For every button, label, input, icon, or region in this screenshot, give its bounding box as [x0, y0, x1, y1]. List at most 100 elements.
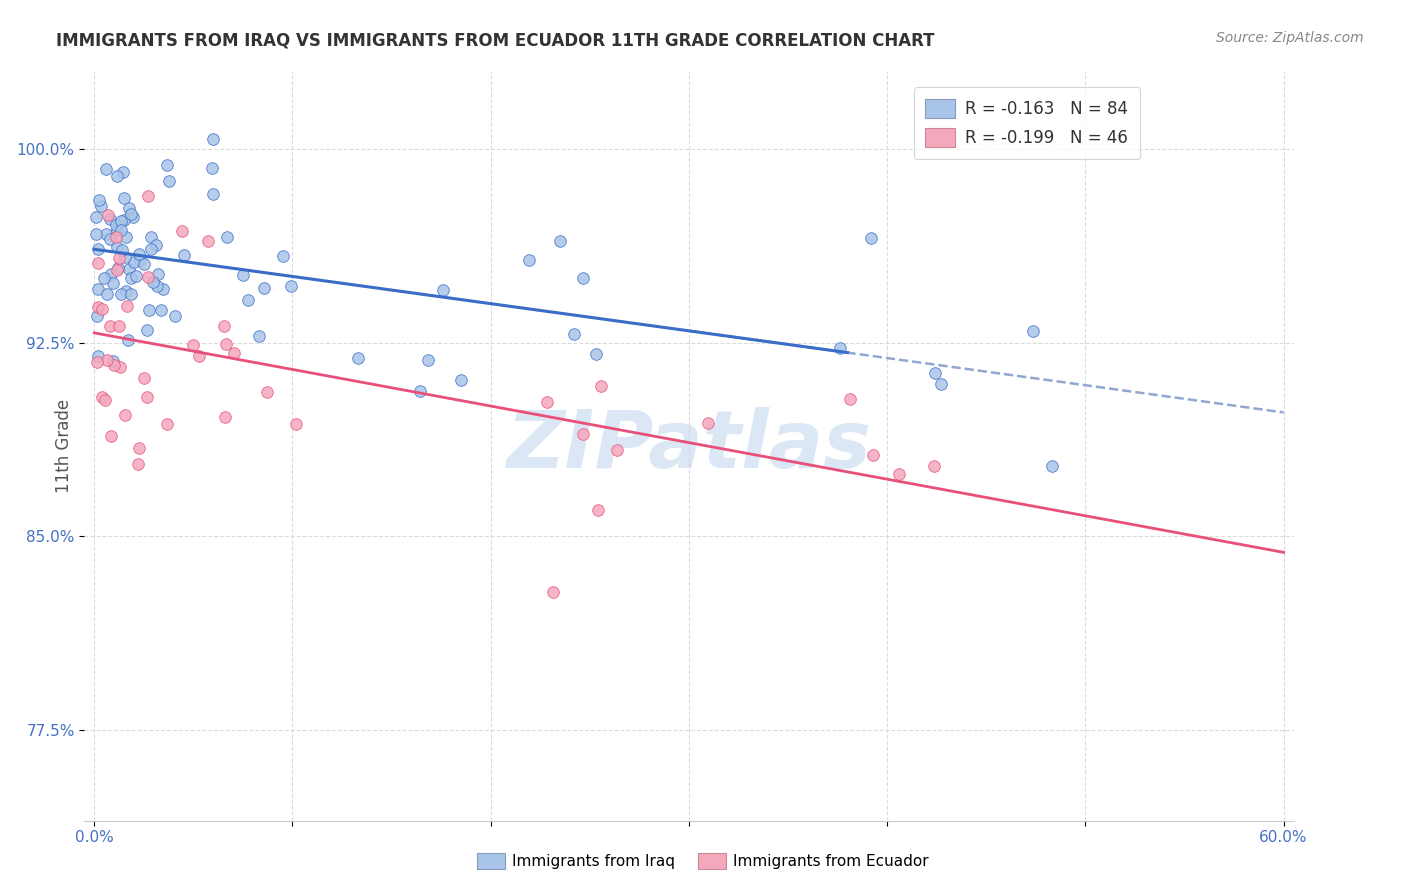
Point — [117, 334, 139, 348]
Legend: Immigrants from Iraq, Immigrants from Ecuador: Immigrants from Iraq, Immigrants from Ec… — [471, 847, 935, 875]
Point — [105, 240, 128, 254]
Point — [94, 227, 117, 241]
Point — [156, 158, 179, 172]
Point — [889, 467, 911, 481]
Point — [128, 253, 150, 268]
Point — [96, 287, 118, 301]
Point — [222, 346, 245, 360]
Point — [120, 286, 142, 301]
Point — [112, 191, 135, 205]
Point — [409, 384, 432, 398]
Point — [117, 201, 139, 215]
Point — [127, 457, 149, 471]
Point — [589, 379, 612, 393]
Point — [173, 248, 195, 262]
Point — [118, 262, 141, 277]
Point — [697, 416, 720, 430]
Point — [541, 585, 564, 599]
Point — [87, 242, 110, 256]
Point — [273, 249, 295, 263]
Point — [103, 358, 125, 372]
Point — [86, 310, 108, 324]
Point — [105, 169, 128, 183]
Point — [284, 417, 307, 431]
Point — [111, 244, 134, 258]
Point — [125, 268, 148, 283]
Point — [105, 222, 128, 236]
Point — [96, 162, 118, 177]
Point — [100, 267, 122, 281]
Point — [170, 224, 193, 238]
Point — [115, 284, 138, 298]
Point — [139, 230, 162, 244]
Point — [256, 385, 278, 400]
Point — [115, 299, 138, 313]
Point — [924, 366, 946, 380]
Legend: R = -0.163   N = 84, R = -0.199   N = 46: R = -0.163 N = 84, R = -0.199 N = 46 — [914, 87, 1140, 159]
Point — [136, 270, 159, 285]
Point — [929, 376, 952, 391]
Point — [183, 337, 205, 351]
Point — [93, 271, 115, 285]
Point — [548, 235, 571, 249]
Point — [188, 349, 211, 363]
Point — [163, 309, 186, 323]
Point — [84, 210, 107, 224]
Point — [862, 448, 884, 462]
Point — [120, 207, 142, 221]
Point — [110, 223, 132, 237]
Point — [87, 300, 110, 314]
Point — [280, 279, 302, 293]
Point — [101, 276, 124, 290]
Point — [98, 212, 121, 227]
Point — [108, 251, 131, 265]
Point — [201, 161, 224, 175]
Point — [586, 503, 609, 517]
Point — [142, 275, 165, 289]
Point — [146, 267, 169, 281]
Point — [110, 287, 132, 301]
Point — [828, 341, 851, 355]
Point — [215, 230, 238, 244]
Point — [253, 281, 276, 295]
Point — [128, 247, 150, 261]
Point — [98, 318, 121, 333]
Point — [101, 354, 124, 368]
Point — [111, 165, 134, 179]
Point — [136, 189, 159, 203]
Text: Source: ZipAtlas.com: Source: ZipAtlas.com — [1216, 31, 1364, 45]
Point — [202, 132, 225, 146]
Point — [97, 208, 120, 222]
Point — [416, 353, 439, 368]
Point — [134, 257, 156, 271]
Point — [238, 293, 260, 308]
Point — [128, 441, 150, 455]
Point — [112, 212, 135, 227]
Point — [86, 354, 108, 368]
Point — [232, 268, 254, 282]
Point — [107, 261, 129, 276]
Point — [197, 234, 219, 248]
Point — [136, 323, 159, 337]
Point — [104, 230, 127, 244]
Point — [1040, 458, 1063, 473]
Point — [202, 186, 225, 201]
Point — [432, 283, 454, 297]
Y-axis label: 11th Grade: 11th Grade — [55, 399, 73, 493]
Point — [346, 351, 368, 366]
Point — [84, 227, 107, 242]
Point — [157, 174, 180, 188]
Point — [96, 352, 118, 367]
Point — [156, 417, 179, 431]
Point — [606, 442, 628, 457]
Point — [100, 429, 122, 443]
Point — [105, 263, 128, 277]
Point — [146, 278, 169, 293]
Point — [517, 253, 540, 268]
Point — [114, 408, 136, 422]
Point — [135, 390, 157, 404]
Point — [114, 229, 136, 244]
Point — [536, 394, 558, 409]
Text: IMMIGRANTS FROM IRAQ VS IMMIGRANTS FROM ECUADOR 11TH GRADE CORRELATION CHART: IMMIGRANTS FROM IRAQ VS IMMIGRANTS FROM … — [56, 31, 935, 49]
Point — [839, 392, 862, 407]
